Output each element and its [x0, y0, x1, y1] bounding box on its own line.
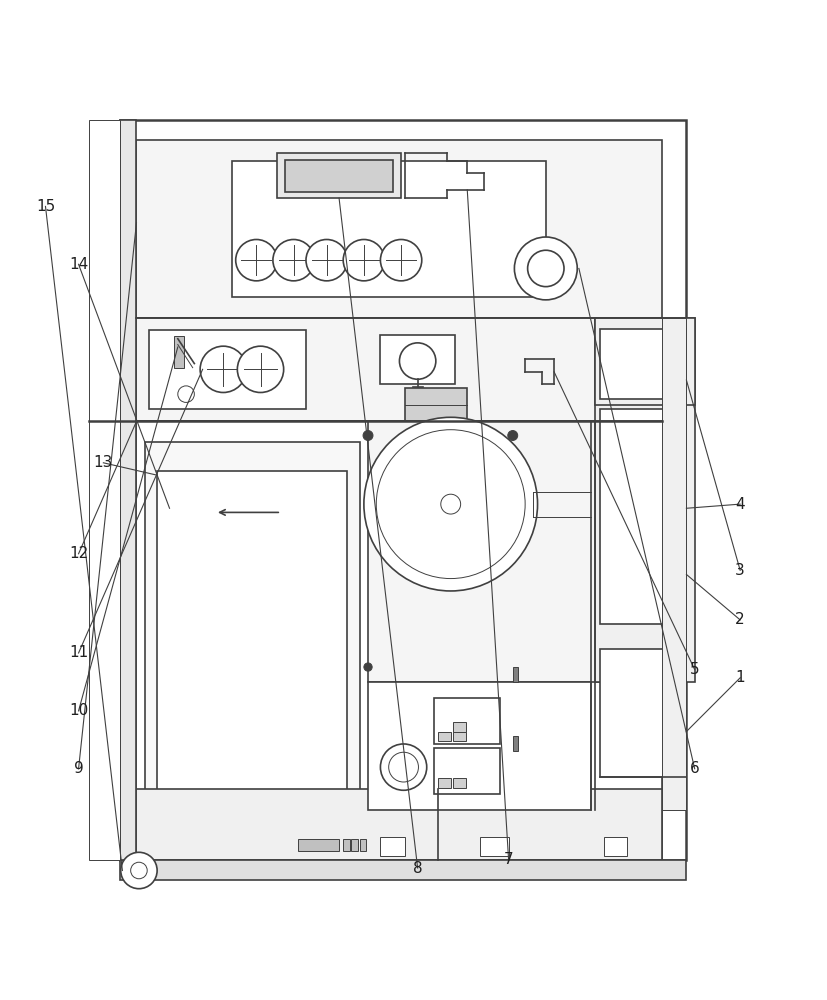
- Circle shape: [306, 239, 347, 281]
- Bar: [405, 388, 467, 421]
- Bar: [513, 667, 518, 682]
- Bar: [145, 442, 360, 835]
- Bar: [662, 318, 686, 810]
- Bar: [600, 409, 686, 624]
- Bar: [120, 860, 686, 880]
- Bar: [604, 837, 627, 856]
- Bar: [368, 421, 662, 682]
- Text: 8: 8: [413, 861, 423, 876]
- Text: 6: 6: [690, 761, 700, 776]
- Bar: [453, 778, 466, 788]
- Bar: [136, 318, 662, 421]
- Bar: [232, 161, 546, 297]
- Circle shape: [389, 752, 418, 782]
- Circle shape: [273, 239, 314, 281]
- Text: 14: 14: [69, 257, 88, 272]
- Bar: [136, 140, 662, 318]
- Circle shape: [121, 852, 157, 889]
- Bar: [434, 698, 500, 744]
- Circle shape: [441, 494, 461, 514]
- Circle shape: [131, 862, 147, 879]
- Text: 13: 13: [93, 455, 113, 470]
- Text: 9: 9: [74, 761, 84, 776]
- Bar: [595, 318, 695, 682]
- Bar: [277, 153, 401, 198]
- Bar: [513, 736, 518, 751]
- Bar: [438, 732, 451, 741]
- Bar: [136, 421, 662, 860]
- Text: 1: 1: [735, 670, 745, 685]
- Bar: [453, 722, 466, 732]
- Bar: [600, 329, 686, 399]
- Bar: [438, 778, 451, 788]
- Text: 4: 4: [735, 497, 745, 512]
- Bar: [351, 839, 358, 851]
- Bar: [157, 471, 347, 827]
- Bar: [380, 335, 455, 384]
- Bar: [174, 336, 184, 368]
- Circle shape: [508, 431, 518, 440]
- Text: 10: 10: [69, 703, 88, 718]
- Bar: [600, 649, 686, 777]
- Bar: [285, 160, 393, 192]
- Circle shape: [380, 239, 422, 281]
- Bar: [434, 748, 500, 794]
- Circle shape: [343, 239, 385, 281]
- Text: 2: 2: [735, 612, 745, 627]
- Circle shape: [200, 346, 246, 392]
- Bar: [298, 839, 339, 851]
- Bar: [120, 120, 686, 860]
- Circle shape: [178, 386, 194, 402]
- Bar: [89, 120, 120, 860]
- Circle shape: [236, 239, 277, 281]
- Text: 5: 5: [690, 662, 700, 677]
- Bar: [595, 318, 695, 405]
- Bar: [149, 330, 306, 409]
- Circle shape: [514, 237, 577, 300]
- Text: 15: 15: [36, 199, 55, 214]
- Bar: [120, 120, 136, 860]
- Text: 12: 12: [69, 546, 88, 561]
- Text: 7: 7: [504, 852, 514, 867]
- Bar: [380, 837, 405, 856]
- Circle shape: [363, 431, 373, 440]
- Circle shape: [376, 430, 525, 579]
- Bar: [453, 732, 466, 741]
- Circle shape: [237, 346, 284, 392]
- Bar: [136, 789, 662, 860]
- Text: 11: 11: [69, 645, 88, 660]
- Text: 3: 3: [735, 563, 745, 578]
- Circle shape: [528, 250, 564, 287]
- Bar: [368, 682, 591, 810]
- Circle shape: [399, 343, 436, 379]
- Bar: [480, 837, 509, 856]
- Bar: [360, 839, 366, 851]
- Bar: [343, 839, 350, 851]
- Circle shape: [364, 663, 372, 671]
- Circle shape: [380, 744, 427, 790]
- Circle shape: [364, 417, 538, 591]
